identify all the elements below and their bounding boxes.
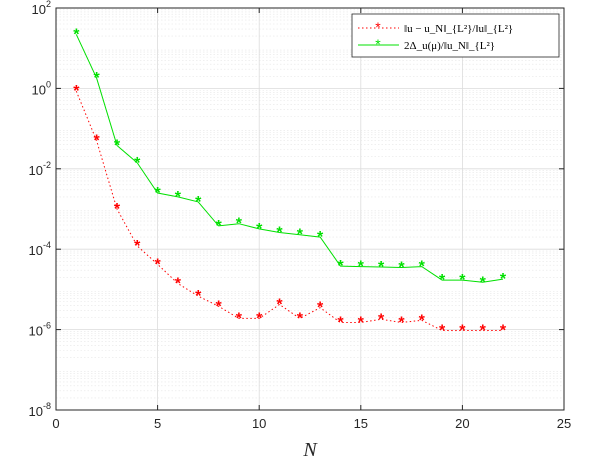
x-tick-label: 10 <box>252 416 266 431</box>
series-line-2 <box>75 34 504 283</box>
data-point: * <box>358 315 365 332</box>
axis-ticks: 10-8 10-6 10-4 10-2 100 102 0 5 10 15 20 25 <box>29 0 572 431</box>
data-point: * <box>337 315 344 332</box>
data-point: * <box>195 288 202 305</box>
y-tick-label: 10-6 <box>29 321 51 339</box>
data-point: * <box>215 298 222 315</box>
data-point: * <box>73 26 80 43</box>
data-point: * <box>236 310 243 327</box>
data-point: * <box>175 276 182 293</box>
data-point: * <box>297 227 304 244</box>
x-tick-label: 20 <box>455 416 469 431</box>
x-axis-label: N <box>302 439 318 461</box>
y-tick-label: 10-2 <box>29 160 51 178</box>
data-point: * <box>337 258 344 275</box>
data-point: * <box>439 272 446 289</box>
data-point: * <box>134 238 141 255</box>
data-point: * <box>459 322 466 339</box>
x-tick-label: 5 <box>154 416 161 431</box>
data-point: * <box>439 322 446 339</box>
data-point: * <box>480 274 487 291</box>
series-line-1 <box>75 91 503 331</box>
data-point: * <box>480 322 487 339</box>
data-point: * <box>154 185 161 202</box>
data-point: * <box>276 225 283 242</box>
data-point: * <box>358 259 365 276</box>
data-point: * <box>236 216 243 233</box>
data-point: * <box>256 221 263 238</box>
data-point: * <box>114 201 121 218</box>
series-layer: * * * * * * * * * * * * * * * * * * * * * * * * * * * * * * * * * * * * * * * *… <box>73 26 507 339</box>
x-tick-label: 15 <box>354 416 368 431</box>
data-point: * <box>276 297 283 314</box>
data-point: * <box>378 259 385 276</box>
data-point: * <box>154 256 161 273</box>
data-point: * <box>215 218 222 235</box>
data-point: * <box>419 312 426 329</box>
x-tick-label: 0 <box>52 416 59 431</box>
data-point: * <box>256 310 263 327</box>
data-point: * <box>459 272 466 289</box>
data-point: * <box>94 133 101 150</box>
legend-label-series-2: 2Δ_u(μ)/‖u_N‖_{L²} <box>404 40 495 52</box>
data-point: * <box>297 310 304 327</box>
data-point: * <box>73 83 80 100</box>
plot-background <box>56 8 564 410</box>
data-point: * <box>378 311 385 328</box>
legend-box <box>351 13 560 58</box>
data-point: * <box>134 155 141 172</box>
x-tick-label: 25 <box>557 416 571 431</box>
data-point: * <box>195 194 202 211</box>
data-point: * <box>419 259 426 276</box>
data-point: * <box>175 189 182 206</box>
data-point: * <box>398 315 405 332</box>
data-point: * <box>398 260 405 277</box>
y-tick-label: 100 <box>32 79 51 97</box>
y-tick-label: 10-4 <box>29 240 51 258</box>
data-point: * <box>114 137 121 154</box>
y-tick-label: 102 <box>32 0 51 17</box>
data-point: * <box>317 300 324 317</box>
y-tick-label: 10-8 <box>29 401 51 419</box>
legend-marker-series-2: * <box>375 36 381 52</box>
legend-label-series-1: ‖u − u_N‖_{L²}/‖u‖_{L²} <box>404 23 513 35</box>
legend: * ‖u − u_N‖_{L²}/‖u‖_{L²} * 2Δ_u(μ)/‖u_N… <box>351 13 560 58</box>
data-point: * <box>317 229 324 246</box>
data-point: * <box>500 322 507 339</box>
plot-frame <box>55 7 565 411</box>
data-point: * <box>94 70 101 87</box>
data-point: * <box>500 271 507 288</box>
legend-marker-series-1: * <box>375 19 381 35</box>
